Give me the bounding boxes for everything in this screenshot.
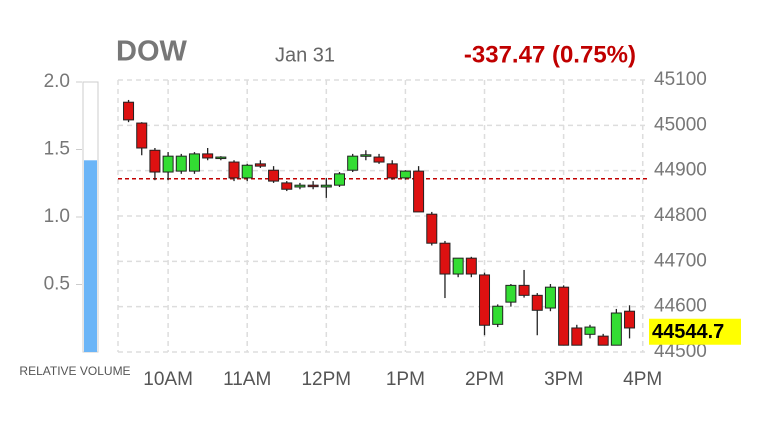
date: Jan 31 (275, 44, 335, 66)
candle-body (452, 257, 464, 275)
candle-body (558, 286, 570, 346)
gauge-tick-label: 0.5 (44, 274, 70, 295)
candle-body (531, 294, 543, 311)
candle-body (584, 326, 596, 335)
candle-body (149, 149, 161, 173)
candle-body (386, 163, 398, 179)
candle-body (505, 284, 517, 303)
candle-body (162, 155, 174, 173)
candle-body (610, 312, 622, 346)
chart-title: DOW (116, 36, 188, 68)
change: -337.47 (0.75%) (464, 41, 636, 68)
y-tick-label: 45000 (654, 114, 707, 135)
y-tick-label: 44600 (654, 296, 707, 317)
candle-body (307, 184, 319, 188)
x-tick-label: 3PM (544, 369, 583, 390)
y-tick-label: 45100 (654, 69, 707, 90)
last-price-label: 44544.7 (652, 321, 724, 343)
y-tick-label: 44900 (654, 160, 707, 181)
y-tick-label: 44500 (654, 341, 707, 362)
y-tick-label: 44800 (654, 205, 707, 226)
gauge-tick-label: 2.0 (44, 71, 70, 92)
candle-body (241, 164, 253, 179)
x-tick-label: 10AM (143, 369, 193, 390)
candle-body (281, 182, 293, 190)
candle-body (254, 163, 266, 167)
last-price-badge (649, 318, 741, 345)
gauge-tick-label: 1.5 (44, 139, 70, 160)
candle-body (624, 310, 636, 329)
x-tick-label: 4PM (623, 369, 662, 390)
y-tick-label: 44700 (654, 250, 707, 271)
candle-body (268, 169, 280, 182)
candle-body (347, 155, 359, 171)
candle-body (320, 184, 332, 188)
candle-body (188, 153, 200, 172)
candle-body (123, 101, 135, 121)
candle-body (544, 286, 556, 309)
gauge-bar (84, 160, 97, 352)
candle-body (215, 156, 227, 160)
candle-body (294, 184, 306, 188)
gauge-tick-label: 1.0 (44, 206, 70, 227)
candle-body (228, 161, 240, 179)
candle-body (360, 154, 372, 157)
candle-body (175, 155, 187, 172)
x-tick-label: 1PM (386, 369, 425, 390)
candle-body (136, 122, 148, 149)
candle-body (439, 242, 451, 275)
candle-body (597, 335, 609, 346)
gauge-label: RELATIVE VOLUME (19, 364, 130, 378)
candle-body (202, 153, 214, 159)
candle-body (373, 156, 385, 163)
candle-body (479, 274, 491, 326)
candle-body (465, 257, 477, 275)
candle-body (518, 284, 530, 296)
candle-body (426, 213, 438, 244)
x-tick-label: 12PM (301, 369, 351, 390)
x-tick-label: 2PM (465, 369, 504, 390)
x-tick-label: 11AM (223, 369, 271, 390)
candle-body (413, 170, 425, 213)
candle-body (399, 170, 411, 179)
candle-body (333, 173, 345, 186)
candle-body (492, 305, 504, 325)
candle-body (571, 327, 583, 346)
